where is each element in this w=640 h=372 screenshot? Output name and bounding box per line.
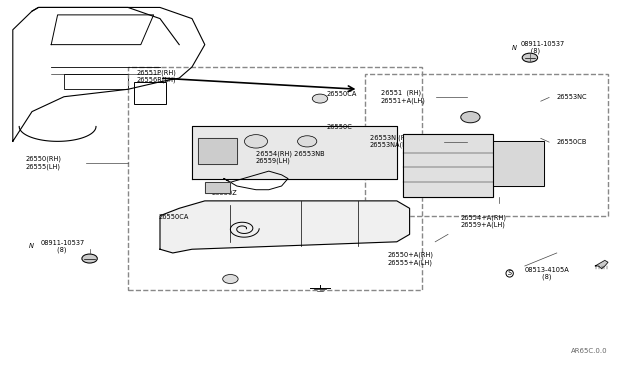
Text: 26559(LH): 26559(LH) [256, 157, 291, 164]
Text: 26553NC: 26553NC [557, 94, 588, 100]
Text: 26550Z: 26550Z [211, 190, 237, 196]
Bar [198, 138, 237, 164]
Text: 26553N (RH)
26553NA(LH): 26553N (RH) 26553NA(LH) [370, 134, 414, 148]
Text: 26550+A(RH)
26555+A(LH): 26550+A(RH) 26555+A(LH) [387, 251, 433, 266]
Text: 26550CA: 26550CA [159, 214, 189, 219]
Bar [493, 141, 544, 186]
Text: AR65C.0.0: AR65C.0.0 [572, 348, 608, 354]
Text: N: N [29, 243, 34, 249]
Text: 26554+A(RH)
26559+A(LH): 26554+A(RH) 26559+A(LH) [461, 214, 507, 228]
Text: 08911-10537
     (8): 08911-10537 (8) [520, 41, 564, 54]
Text: 26554(RH) 26553NB: 26554(RH) 26553NB [256, 150, 324, 157]
Circle shape [82, 254, 97, 263]
Bar [205, 182, 230, 193]
Circle shape [298, 136, 317, 147]
Bar [403, 134, 493, 197]
Text: 26550CA: 26550CA [326, 91, 356, 97]
Text: 26550C: 26550C [326, 124, 352, 130]
Polygon shape [595, 260, 608, 269]
Circle shape [244, 135, 268, 148]
Bar [64, 74, 128, 89]
Circle shape [461, 112, 480, 123]
Text: 08911-10537
        (8): 08911-10537 (8) [40, 240, 84, 253]
Polygon shape [192, 126, 397, 179]
Text: 26550CB: 26550CB [557, 139, 587, 145]
Bar [198, 138, 237, 164]
Bar [493, 141, 544, 186]
Text: N: N [512, 45, 517, 51]
Bar [134, 82, 166, 104]
Bar [205, 182, 230, 193]
Bar [128, 67, 422, 290]
Bar [403, 134, 493, 197]
Text: 26551  (RH)
26551+A(LH): 26551 (RH) 26551+A(LH) [381, 90, 426, 104]
Circle shape [223, 275, 238, 283]
Polygon shape [160, 201, 410, 253]
Bar [365, 74, 608, 216]
Text: S: S [508, 270, 512, 276]
Text: 26551P(RH)
26556R(LH): 26551P(RH) 26556R(LH) [136, 69, 176, 83]
Text: 26550(RH)
26555(LH): 26550(RH) 26555(LH) [26, 156, 61, 170]
Circle shape [312, 94, 328, 103]
Text: 08513-4105A
        (8): 08513-4105A (8) [525, 267, 570, 280]
Circle shape [522, 53, 538, 62]
